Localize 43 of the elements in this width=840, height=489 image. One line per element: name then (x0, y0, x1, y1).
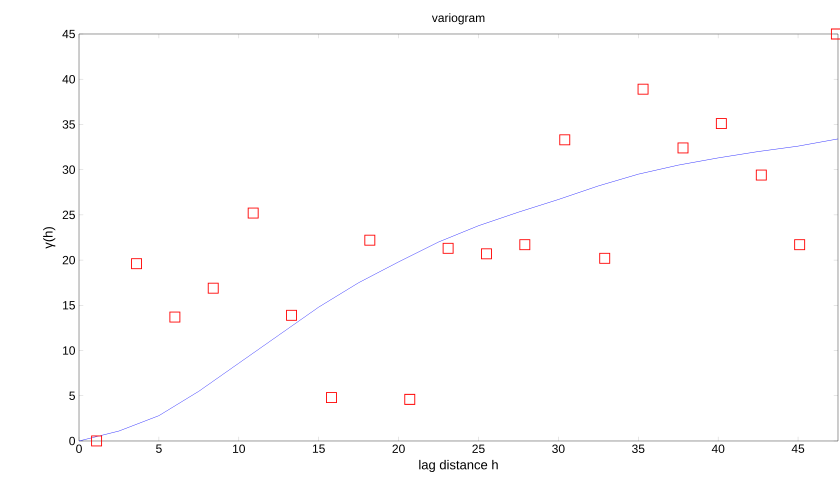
point (716, 118, 727, 129)
point (756, 170, 767, 181)
x-tick-label: 25 (472, 444, 485, 454)
point (208, 282, 219, 294)
x-tick-label: 15 (312, 444, 325, 453)
point (404, 394, 416, 405)
chart-title: variogram (432, 13, 484, 24)
x-tick-label: 30 (552, 444, 565, 454)
point (286, 310, 297, 321)
x-axis-title: lag distance h (419, 460, 498, 472)
line-series (78, 138, 838, 442)
y-axis-title: γ(h) (43, 227, 56, 249)
y-tick-label: 45 (62, 30, 75, 38)
y-tick-label: 15 (63, 301, 75, 310)
point (481, 248, 492, 260)
y-tick-label: 5 (69, 392, 75, 400)
y-tick-label: 20 (62, 256, 76, 264)
point (678, 142, 688, 154)
x-tick-label: 5 (156, 444, 162, 453)
point (442, 242, 454, 254)
y-tick-label: 10 (63, 346, 76, 355)
x-tick-label: 40 (712, 444, 724, 454)
point (131, 258, 142, 270)
point (638, 84, 649, 95)
y-tick-label: 35 (62, 120, 75, 129)
x-tick-label: 45 (792, 444, 804, 453)
point (794, 239, 806, 250)
x-tick-label: 10 (233, 444, 246, 454)
point (599, 252, 610, 264)
point (519, 239, 530, 250)
point (248, 208, 259, 219)
point (326, 392, 337, 404)
y-tick-label: 25 (62, 210, 75, 220)
y-tick-label: 30 (62, 165, 76, 174)
y-tick-label: 0 (69, 436, 76, 446)
x-tick-label: 0 (76, 444, 82, 454)
y-tick-label: 40 (62, 74, 76, 84)
point (169, 312, 180, 323)
x-tick-label: 35 (632, 444, 644, 454)
x-tick-label: 20 (392, 444, 405, 454)
point (559, 134, 570, 146)
point (91, 436, 102, 446)
point (364, 234, 376, 246)
